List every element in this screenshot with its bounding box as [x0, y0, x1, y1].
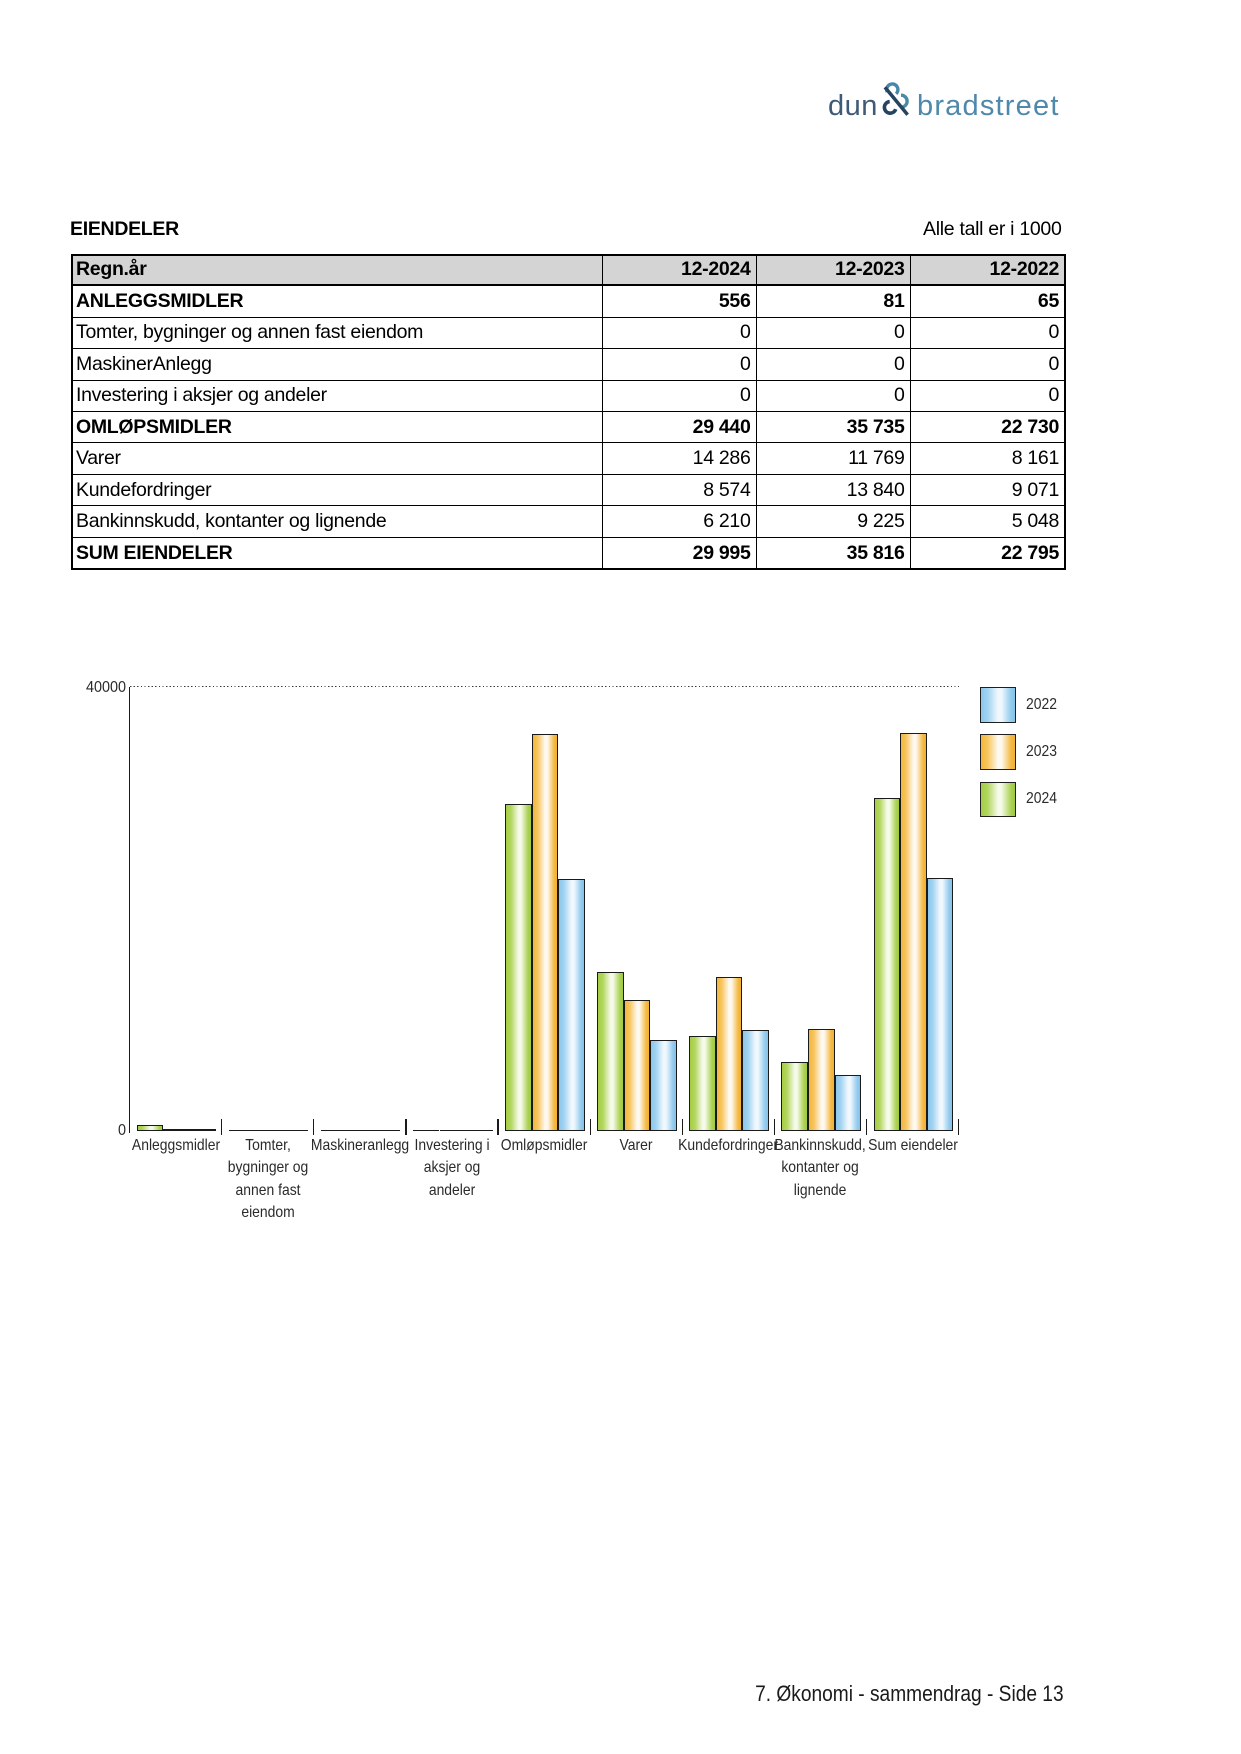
svg-text:bradstreet: bradstreet	[917, 90, 1060, 122]
svg-text:dun: dun	[828, 90, 878, 122]
